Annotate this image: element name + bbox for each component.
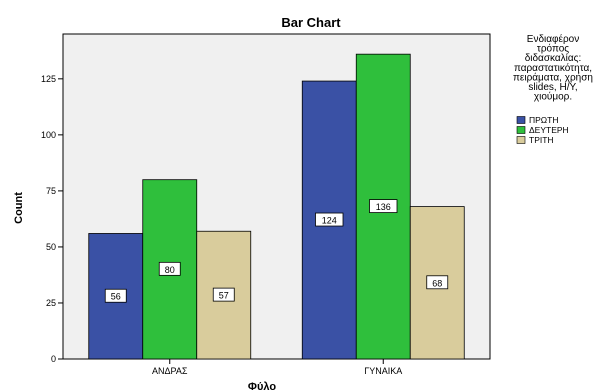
x-axis-label: Φύλο bbox=[248, 381, 276, 392]
data-label: 80 bbox=[165, 265, 175, 275]
data-label-box bbox=[104, 288, 127, 303]
legend-swatch bbox=[516, 136, 526, 144]
data-label: 68 bbox=[432, 278, 442, 288]
chart-title: Bar Chart bbox=[281, 15, 341, 30]
data-label-box bbox=[158, 261, 181, 276]
y-axis: 0 25 50 75 100 125 bbox=[41, 74, 63, 364]
legend: Ενδιαφέρον τρόπος διδασκαλίας: παραστατικότ… bbox=[513, 33, 593, 145]
y-axis-label: Count bbox=[13, 192, 25, 224]
data-label: 56 bbox=[111, 292, 121, 302]
y-tick-label: 125 bbox=[41, 74, 56, 84]
x-axis: ΑΝΔΡΑΣ ΓΥΝΑΙΚΑ bbox=[152, 359, 402, 376]
data-label-box bbox=[212, 287, 235, 302]
x-tick-label: ΑΝΔΡΑΣ bbox=[152, 366, 188, 376]
data-label: 136 bbox=[376, 202, 391, 212]
y-tick-label: 0 bbox=[51, 354, 56, 364]
legend-swatch bbox=[516, 116, 526, 124]
x-tick-label: ΓΥΝΑΙΚΑ bbox=[364, 366, 402, 376]
data-label: 124 bbox=[322, 216, 337, 226]
data-label: 57 bbox=[219, 291, 229, 301]
data-label-box bbox=[426, 275, 449, 290]
y-tick-label: 100 bbox=[41, 130, 56, 140]
legend-label: ΤΡΙΤΗ bbox=[529, 135, 554, 145]
legend-label: ΔΕΥΤΕΡΗ bbox=[529, 125, 569, 135]
data-label-box bbox=[315, 212, 344, 227]
bars: 56 80 57 124 136 68 bbox=[88, 53, 465, 360]
y-tick-label: 75 bbox=[46, 186, 56, 196]
y-tick-label: 25 bbox=[46, 298, 56, 308]
legend-title: Ενδιαφέρον τρόπος διδασκαλίας: παραστατικότ… bbox=[513, 33, 593, 103]
legend-swatch bbox=[516, 126, 526, 134]
legend-label: ΠΡΩΤΗ bbox=[529, 115, 559, 125]
y-tick-label: 50 bbox=[46, 242, 56, 252]
data-label-box bbox=[369, 199, 398, 213]
